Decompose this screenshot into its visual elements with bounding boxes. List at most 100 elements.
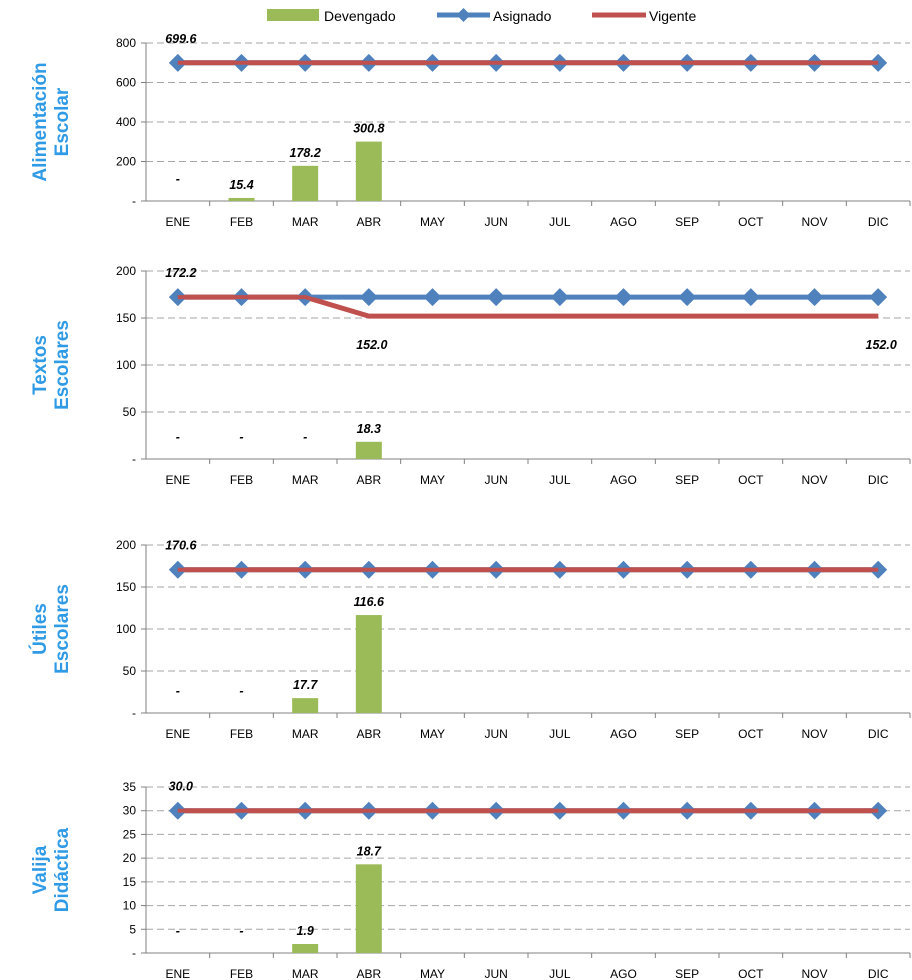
x-tick-label: OCT xyxy=(738,215,764,229)
x-tick-label: JUL xyxy=(549,727,571,741)
chart-panel-4: - 5 10 15 20 25 30 35 ENE FEB MAR ABR MAY JUN JUL AGO SE… xyxy=(30,780,911,980)
line-vigente-overlay xyxy=(177,295,879,319)
y-tick-label: 5 xyxy=(129,922,136,936)
y-tick-label: 10 xyxy=(123,899,137,913)
legend-devengado-swatch xyxy=(267,9,319,21)
chart-panel-2: - 50 100 150 200 ENE FEB MAR ABR MAY JUN JUL AGO SEP O… xyxy=(30,264,911,487)
marker-asignado-may xyxy=(423,288,442,307)
y-axis-title-line: Útiles xyxy=(29,603,51,655)
legend-devengado-label: Devengado xyxy=(324,8,396,24)
y-tick-label: 100 xyxy=(116,622,136,636)
marker-asignado-dic xyxy=(869,288,888,307)
x-tick-label: NOV xyxy=(801,727,827,741)
y-tick-label: 200 xyxy=(116,264,136,278)
y-tick-label: 35 xyxy=(123,780,137,794)
x-tick-label: MAY xyxy=(420,473,445,487)
line-data-label: 699.6 xyxy=(165,32,197,46)
bar-data-label: 17.7 xyxy=(293,678,318,692)
legend: Devengado Asignado Vigente xyxy=(267,8,696,24)
line-data-label: 170.6 xyxy=(165,539,197,553)
x-tick-label: OCT xyxy=(738,727,764,741)
x-tick-label: MAR xyxy=(292,727,319,741)
x-tick-label: OCT xyxy=(738,967,764,980)
bar-devengado-abr xyxy=(355,441,382,459)
bar-data-label: - xyxy=(239,924,243,938)
x-tick-label: FEB xyxy=(230,967,253,980)
y-axis-title-line: Alimentación xyxy=(30,62,51,181)
x-tick-label: DIC xyxy=(868,967,889,980)
marker-asignado-jun xyxy=(487,288,506,307)
bar-data-label: - xyxy=(239,684,243,698)
bar-data-label: - xyxy=(176,924,180,938)
x-tick-label: JUN xyxy=(484,727,507,741)
x-tick-label: SEP xyxy=(675,967,699,980)
line-data-label: 152.0 xyxy=(356,338,387,352)
y-axis-title: ValijaDidáctica xyxy=(30,827,73,912)
y-tick-label: 15 xyxy=(123,875,137,889)
y-tick-label: 150 xyxy=(116,311,136,325)
y-tick-label: 50 xyxy=(123,664,137,678)
x-tick-label: SEP xyxy=(675,727,699,741)
y-axis-title: TextosEscolares xyxy=(30,320,73,410)
y-tick-label: 150 xyxy=(116,580,136,594)
x-tick-label: ENE xyxy=(165,727,190,741)
y-tick-label: 600 xyxy=(116,76,136,90)
legend-vigente-label: Vigente xyxy=(649,8,696,24)
y-axis-title-line: Escolares xyxy=(52,584,73,674)
x-tick-label: SEP xyxy=(675,473,699,487)
x-tick-label: MAR xyxy=(292,967,319,980)
y-axis-title-line: Escolares xyxy=(52,320,73,410)
legend-asignado-marker xyxy=(456,8,471,22)
x-tick-label: JUL xyxy=(549,473,571,487)
x-tick-label: DIC xyxy=(868,727,889,741)
y-tick-label: - xyxy=(132,706,136,720)
marker-asignado-sep xyxy=(678,288,697,307)
bar-devengado-mar xyxy=(292,165,319,201)
x-tick-label: FEB xyxy=(230,215,253,229)
bar-data-label: - xyxy=(239,430,243,444)
x-tick-label: NOV xyxy=(801,967,827,980)
y-tick-label: 30 xyxy=(123,804,137,818)
x-tick-label: OCT xyxy=(738,473,764,487)
x-tick-label: FEB xyxy=(230,727,253,741)
x-tick-label: DIC xyxy=(868,215,889,229)
bar-data-label: 300.8 xyxy=(353,122,384,136)
x-tick-label: DIC xyxy=(868,473,889,487)
x-tick-label: MAR xyxy=(292,215,319,229)
x-tick-label: MAY xyxy=(420,727,445,741)
x-tick-label: MAY xyxy=(420,215,445,229)
bar-devengado-feb xyxy=(228,197,255,201)
bar-data-label: 116.6 xyxy=(354,595,385,609)
bar-devengado-abr xyxy=(355,864,382,953)
y-tick-label: 50 xyxy=(123,405,137,419)
x-tick-label: NOV xyxy=(801,215,827,229)
y-tick-label: 400 xyxy=(116,115,136,129)
x-tick-label: JUN xyxy=(484,215,507,229)
y-tick-label: 20 xyxy=(123,851,137,865)
chart-panel-1: - 200 400 600 800 ENE FEB MAR ABR MAY JUN JUL AGO SEP… xyxy=(30,32,911,229)
x-tick-label: ABR xyxy=(356,215,381,229)
bar-data-label: 15.4 xyxy=(229,178,253,192)
x-tick-label: AGO xyxy=(610,215,637,229)
x-tick-label: JUN xyxy=(484,967,507,980)
y-tick-label: - xyxy=(132,194,136,208)
x-tick-label: AGO xyxy=(610,473,637,487)
y-tick-label: - xyxy=(132,946,136,960)
line-vigente xyxy=(177,294,879,319)
marker-asignado-abr xyxy=(359,288,378,307)
x-tick-label: ENE xyxy=(165,473,190,487)
bar-data-label: - xyxy=(176,172,180,186)
bar-data-label: - xyxy=(176,430,180,444)
marker-asignado-nov xyxy=(805,288,824,307)
bar-data-label: 18.3 xyxy=(357,422,381,436)
y-axis-title: ÚtilesEscolares xyxy=(29,584,73,674)
x-tick-label: ABR xyxy=(356,967,381,980)
x-tick-label: ENE xyxy=(165,967,190,980)
line-data-label: 152.0 xyxy=(866,338,897,352)
y-tick-label: 200 xyxy=(116,538,136,552)
y-axis-title-line: Valija xyxy=(30,845,51,894)
x-tick-label: AGO xyxy=(610,727,637,741)
y-axis-title-line: Textos xyxy=(30,335,51,395)
y-axis-title-line: Escolar xyxy=(52,87,73,156)
y-tick-label: 100 xyxy=(116,358,136,372)
